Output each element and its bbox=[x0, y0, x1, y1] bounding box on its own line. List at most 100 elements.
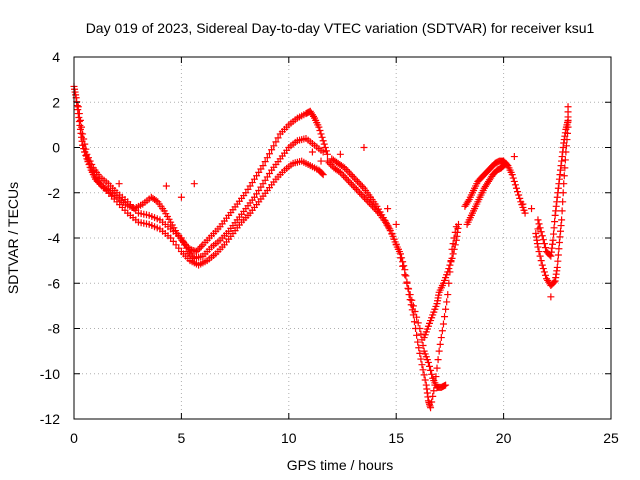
data-point bbox=[323, 150, 331, 158]
data-point bbox=[340, 172, 348, 180]
data-point bbox=[317, 157, 325, 165]
data-point bbox=[449, 250, 457, 258]
data-point bbox=[558, 216, 566, 224]
data-point bbox=[90, 171, 98, 179]
data-point bbox=[536, 252, 544, 260]
data-point bbox=[416, 325, 424, 332]
grid-lines bbox=[74, 57, 611, 419]
data-point bbox=[516, 194, 524, 202]
data-point bbox=[357, 190, 365, 198]
data-point bbox=[354, 177, 362, 185]
data-point bbox=[181, 241, 189, 249]
data-point bbox=[444, 291, 452, 299]
data-point bbox=[510, 177, 518, 185]
data-point bbox=[272, 138, 280, 146]
data-point bbox=[349, 182, 357, 190]
y-tick-label: -12 bbox=[40, 411, 60, 427]
data-point bbox=[560, 172, 568, 180]
data-point bbox=[316, 127, 324, 135]
data-point bbox=[348, 180, 356, 188]
data-point bbox=[92, 174, 100, 182]
data-point bbox=[442, 381, 450, 389]
data-point bbox=[421, 376, 429, 384]
y-tick-label: -8 bbox=[48, 321, 61, 337]
data-point bbox=[450, 245, 458, 253]
data-point bbox=[413, 313, 421, 321]
data-point bbox=[358, 183, 366, 191]
data-point bbox=[547, 293, 555, 301]
data-point bbox=[152, 197, 160, 205]
data-point bbox=[308, 148, 316, 156]
data-point bbox=[551, 218, 559, 226]
data-point bbox=[420, 371, 428, 379]
data-point bbox=[179, 237, 187, 245]
data-point bbox=[428, 398, 436, 406]
data-point bbox=[446, 261, 454, 269]
data-point bbox=[540, 240, 548, 248]
data-point bbox=[442, 305, 450, 313]
data-point bbox=[419, 341, 427, 349]
data-point bbox=[414, 319, 422, 327]
data-point bbox=[553, 263, 561, 271]
data-point bbox=[89, 167, 97, 175]
data-point bbox=[539, 236, 547, 244]
data-point bbox=[265, 150, 273, 158]
data-point bbox=[550, 278, 558, 286]
data-point bbox=[325, 159, 333, 167]
data-point bbox=[74, 103, 82, 111]
x-tick-label: 10 bbox=[281, 430, 297, 446]
data-point bbox=[396, 254, 404, 262]
data-point bbox=[425, 362, 433, 370]
data-point bbox=[406, 291, 414, 299]
data-point bbox=[345, 169, 353, 177]
data-point bbox=[441, 313, 449, 321]
data-point bbox=[350, 174, 358, 182]
data-point bbox=[535, 248, 543, 256]
data-point bbox=[445, 265, 453, 273]
data-point bbox=[81, 140, 89, 148]
x-axis-label: GPS time / hours bbox=[287, 457, 394, 473]
data-point bbox=[405, 285, 413, 293]
data-point bbox=[185, 249, 193, 257]
data-point bbox=[434, 356, 442, 364]
data-point bbox=[366, 193, 374, 201]
data-point bbox=[336, 168, 344, 176]
data-point bbox=[554, 251, 562, 259]
data-point bbox=[510, 153, 518, 161]
data-point bbox=[384, 205, 392, 213]
data-point bbox=[362, 196, 370, 204]
axis-ticks: 0 5 10 15 20 25 -12 -10 -8 -6 -4 -2 0 2 4 bbox=[40, 49, 619, 446]
y-tick-label: -10 bbox=[40, 366, 60, 382]
data-point bbox=[429, 392, 437, 400]
data-point bbox=[399, 262, 407, 270]
data-point bbox=[84, 156, 92, 164]
data-point bbox=[549, 236, 557, 244]
data-point bbox=[359, 192, 367, 200]
data-point bbox=[410, 318, 418, 326]
x-tick-label: 15 bbox=[388, 430, 404, 446]
data-point bbox=[352, 185, 360, 193]
data-point bbox=[418, 361, 426, 369]
data-point bbox=[564, 116, 572, 124]
y-tick-label: 0 bbox=[52, 140, 60, 156]
data-point bbox=[508, 171, 516, 179]
data-point bbox=[428, 370, 436, 378]
chart-title: Day 019 of 2023, Sidereal Day-to-day VTE… bbox=[86, 20, 595, 36]
data-point bbox=[270, 142, 278, 150]
data-point bbox=[318, 133, 326, 141]
data-point bbox=[81, 148, 89, 156]
data-point bbox=[417, 355, 425, 363]
data-point bbox=[356, 189, 364, 197]
data-point bbox=[561, 164, 569, 172]
data-point bbox=[448, 254, 456, 262]
data-point bbox=[415, 344, 423, 352]
data-point bbox=[268, 146, 276, 154]
data-point bbox=[79, 130, 87, 138]
data-point bbox=[515, 191, 523, 199]
x-tick-label: 20 bbox=[496, 430, 512, 446]
data-point bbox=[528, 205, 536, 213]
data-point bbox=[540, 268, 548, 276]
data-point bbox=[341, 173, 349, 181]
y-tick-label: 2 bbox=[52, 94, 60, 110]
y-tick-label: -2 bbox=[48, 185, 61, 201]
